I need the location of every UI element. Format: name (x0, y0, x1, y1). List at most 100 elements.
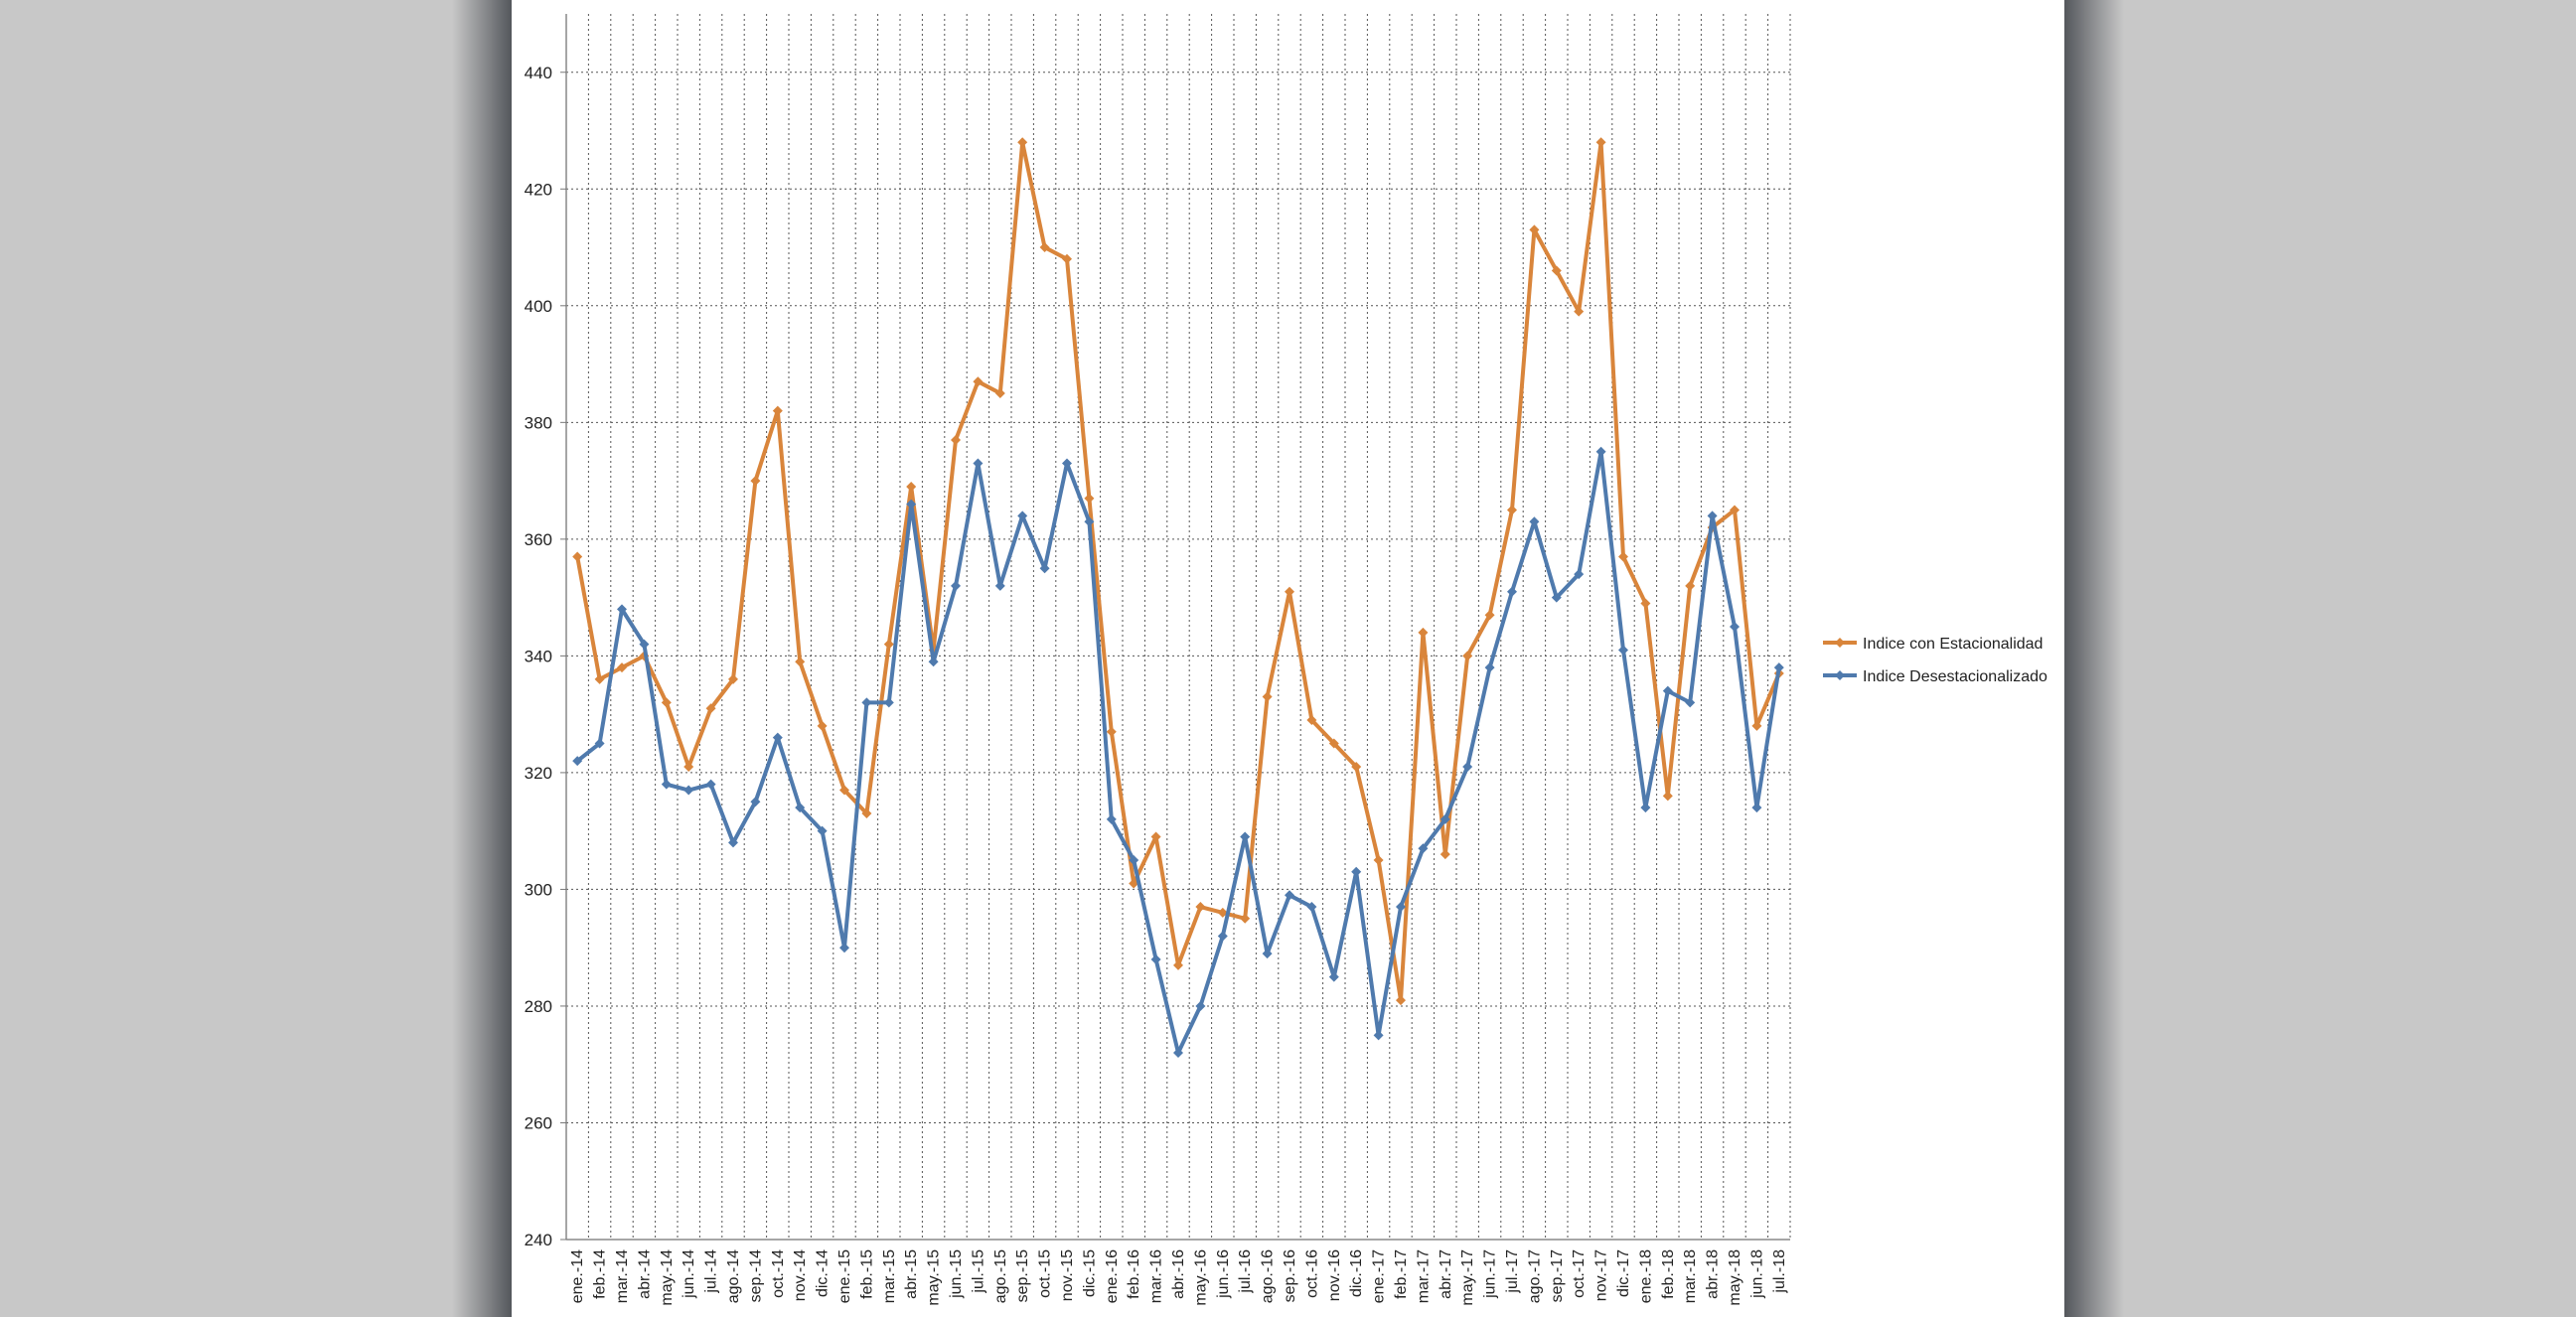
y-tick-label: 280 (525, 997, 552, 1016)
data-point-marker (1328, 971, 1339, 982)
data-point-marker (1285, 586, 1294, 597)
data-point-marker (1306, 715, 1317, 726)
data-point-marker (1595, 137, 1606, 148)
data-point-marker (1529, 224, 1540, 235)
legend-swatch-marker (1835, 670, 1845, 680)
data-point-marker (1084, 516, 1095, 527)
data-point-marker (1240, 831, 1251, 842)
x-tick-label: ago.-15 (992, 1249, 1009, 1303)
x-tick-label: ene.-15 (836, 1249, 853, 1303)
x-tick-label: abr.-15 (903, 1249, 920, 1299)
data-point-marker (1640, 598, 1651, 609)
data-point-marker (1351, 866, 1362, 877)
axes (565, 14, 1790, 1241)
y-tick-label: 400 (525, 297, 552, 316)
data-point-marker (1418, 627, 1429, 638)
data-point-marker (1173, 1047, 1183, 1058)
data-point-marker (1240, 913, 1251, 924)
x-tick-label: jun.-15 (948, 1249, 965, 1299)
data-point-marker (817, 720, 828, 731)
data-point-marker (1039, 563, 1050, 574)
data-point-marker (1373, 1030, 1384, 1041)
data-point-marker (1195, 1000, 1206, 1011)
x-tick-label: mar.-14 (614, 1249, 631, 1303)
data-point-marker (750, 476, 761, 487)
data-point-marker (1285, 890, 1294, 901)
x-tick-label: jul.-16 (1237, 1249, 1254, 1294)
x-tick-label: feb.-17 (1393, 1249, 1410, 1299)
y-tick-label: 440 (525, 64, 552, 82)
data-point-marker (1662, 791, 1673, 802)
x-tick-label: mar.-18 (1682, 1249, 1699, 1303)
data-point-marker (1595, 446, 1606, 457)
x-tick-label: may.-14 (659, 1249, 676, 1306)
x-tick-label: sep.-15 (1014, 1249, 1031, 1302)
data-point-marker (1017, 137, 1028, 148)
x-tick-label: feb.-18 (1660, 1249, 1677, 1299)
x-tick-label: ago.-14 (725, 1249, 742, 1303)
legend-label: Indice Desestacionalizado (1863, 668, 2047, 685)
right-page-shadow (2064, 0, 2124, 1317)
x-tick-label: mar.-17 (1415, 1249, 1432, 1303)
x-tick-label: ene.-16 (1104, 1249, 1121, 1303)
x-tick-label: ago.-17 (1526, 1249, 1543, 1303)
x-tick-label: ene.-18 (1637, 1249, 1654, 1303)
data-point-marker (1129, 878, 1139, 889)
data-point-marker (728, 837, 738, 848)
data-point-marker (683, 785, 694, 796)
data-point-marker (572, 551, 583, 562)
left-page-shadow (452, 0, 512, 1317)
data-point-marker (1551, 592, 1562, 603)
x-tick-label: dic.-17 (1615, 1249, 1632, 1297)
legend-item: Indice con Estacionalidad (1823, 636, 2043, 653)
data-point-marker (1751, 803, 1762, 813)
data-point-marker (1685, 697, 1696, 708)
data-point-marker (572, 756, 583, 767)
y-tick-label: 320 (525, 764, 552, 783)
x-tick-label: abr.-17 (1438, 1249, 1454, 1299)
data-point-marker (1507, 505, 1517, 515)
data-point-marker (594, 673, 605, 684)
data-point-marker (1707, 511, 1718, 521)
x-tick-label: jul.-17 (1504, 1249, 1521, 1294)
data-point-marker (617, 604, 627, 615)
x-tick-label: may.-16 (1192, 1249, 1209, 1306)
data-point-marker (1574, 306, 1585, 317)
data-point-marker (1106, 813, 1117, 824)
data-point-marker (1685, 580, 1696, 591)
data-point-marker (883, 639, 894, 650)
data-point-marker (705, 703, 716, 714)
data-point-marker (839, 785, 849, 796)
x-tick-label: oct.-14 (770, 1249, 787, 1298)
x-tick-label: feb.-16 (1126, 1249, 1142, 1299)
series-lines (572, 137, 1784, 1058)
y-tick-label: 340 (525, 647, 552, 665)
data-point-marker (817, 825, 828, 836)
legend-swatch-marker (1835, 638, 1845, 648)
x-tick-label: may.-15 (926, 1249, 943, 1306)
x-tick-label: dic.-15 (1081, 1249, 1098, 1297)
data-point-marker (1328, 738, 1339, 749)
data-point-marker (1195, 902, 1206, 913)
x-tick-label: nov.-14 (792, 1249, 809, 1301)
x-tick-label: nov.-15 (1059, 1249, 1076, 1301)
data-point-marker (1440, 849, 1450, 860)
data-point-marker (1373, 855, 1384, 866)
data-point-marker (951, 434, 961, 445)
x-tick-label: sep.-17 (1549, 1249, 1566, 1302)
data-point-marker (1618, 551, 1628, 562)
y-tick-label: 360 (525, 530, 552, 549)
data-point-marker (906, 481, 917, 492)
data-point-marker (1396, 902, 1406, 913)
x-tick-label: ene.-14 (569, 1249, 586, 1303)
data-point-marker (1529, 516, 1540, 527)
data-point-marker (1618, 645, 1628, 656)
data-point-marker (1129, 855, 1139, 866)
legend-item: Indice Desestacionalizado (1823, 668, 2047, 685)
x-tick-label: jul.-18 (1771, 1249, 1788, 1294)
data-point-marker (639, 639, 650, 650)
data-point-marker (1440, 813, 1450, 824)
x-tick-label: oct.-17 (1571, 1249, 1588, 1298)
data-point-marker (1662, 685, 1673, 696)
